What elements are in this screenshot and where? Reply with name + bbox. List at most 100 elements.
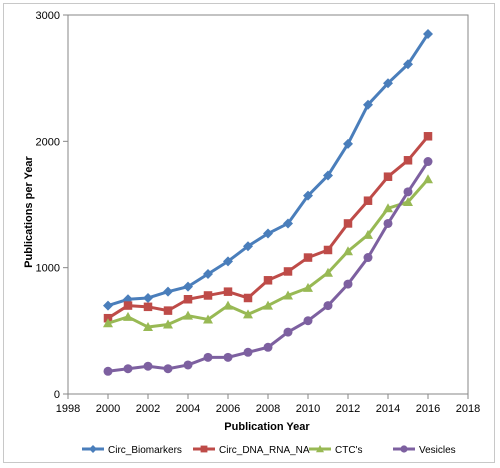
data-point: [303, 253, 313, 262]
data-point: [163, 319, 173, 329]
data-point: [283, 290, 293, 300]
data-point: [403, 156, 413, 165]
x-tick-label: 2006: [216, 403, 240, 415]
data-point: [103, 313, 113, 323]
data-point: [403, 187, 413, 197]
data-point: [263, 228, 273, 239]
data-point: [263, 342, 273, 352]
x-tick-label: 2002: [136, 403, 160, 415]
data-point: [303, 190, 313, 201]
data-point: [103, 366, 113, 376]
data-point: [143, 292, 153, 303]
data-point: [223, 352, 233, 362]
x-tick-label: 2014: [376, 403, 400, 415]
x-tick-label: 2016: [416, 403, 440, 415]
data-point: [303, 316, 313, 326]
x-axis-ticks: 1998 2000 2002 2004 2006 2008 2010 2012 2014 2016…: [56, 394, 480, 415]
data-point: [343, 138, 353, 149]
data-point: [143, 322, 153, 332]
data-point: [323, 301, 333, 311]
data-point: [203, 352, 213, 362]
data-point: [243, 309, 253, 319]
data-point: [423, 174, 433, 184]
data-point: [183, 281, 193, 292]
data-point: [203, 314, 213, 324]
x-tick-label: 1998: [56, 403, 80, 415]
data-point: [423, 157, 433, 167]
legend-label: Vesicles: [419, 445, 456, 456]
data-point: [363, 196, 373, 205]
data-point: [143, 361, 153, 371]
y-axis-ticks: 0 1000 2000 3000: [36, 10, 68, 401]
legend-label: Circ_DNA_RNA_NA: [219, 445, 310, 456]
data-point: [163, 286, 173, 297]
data-point: [343, 219, 353, 228]
data-point: [283, 327, 293, 337]
data-point: [283, 218, 293, 229]
data-point: [403, 196, 413, 206]
data-point: [243, 347, 253, 357]
x-tick-label: 2010: [296, 403, 320, 415]
x-tick-label: 2008: [256, 403, 280, 415]
data-point: [163, 364, 173, 374]
data-point: [123, 364, 133, 374]
legend-marker: [200, 445, 208, 453]
data-point: [423, 28, 433, 39]
data-point: [383, 172, 393, 181]
data-point: [223, 287, 233, 296]
data-point: [263, 300, 273, 310]
data-point: [323, 267, 333, 277]
data-point: [343, 279, 353, 289]
data-point: [423, 132, 433, 141]
data-point: [303, 282, 313, 292]
data-point: [223, 300, 233, 310]
data-point: [323, 170, 333, 181]
data-point: [403, 59, 413, 70]
data-point: [383, 203, 393, 213]
legend: Circ_Biomarkers Circ_DNA_RNA_NA CTC's Vesic…: [82, 445, 456, 456]
data-point: [263, 276, 273, 285]
x-tick-label: 2018: [456, 403, 480, 415]
y-tick-label: 1000: [36, 263, 60, 275]
data-point: [223, 256, 233, 267]
series-3: [103, 157, 433, 376]
y-axis-title: Publications per Year: [23, 155, 35, 267]
legend-label: CTC's: [335, 445, 362, 456]
data-point: [183, 310, 193, 320]
data-point: [323, 245, 333, 255]
data-point: [243, 293, 253, 303]
data-point: [363, 253, 373, 263]
series-layer: [103, 28, 433, 376]
legend-label: Circ_Biomarkers: [108, 445, 182, 456]
x-tick-label: 2000: [96, 403, 120, 415]
series-0: [103, 28, 433, 311]
data-point: [383, 78, 393, 89]
data-point: [183, 295, 193, 304]
series-2: [103, 174, 433, 332]
data-point: [203, 291, 213, 300]
legend-marker: [89, 445, 97, 453]
x-tick-label: 2004: [176, 403, 200, 415]
series-1: [103, 132, 433, 323]
data-point: [283, 267, 293, 276]
data-point: [143, 302, 153, 312]
data-point: [363, 99, 373, 110]
data-point: [203, 268, 213, 279]
data-point: [123, 311, 133, 321]
y-tick-label: 0: [54, 389, 60, 401]
y-tick-label: 3000: [36, 10, 60, 22]
y-tick-label: 2000: [36, 136, 60, 148]
data-point: [183, 360, 193, 370]
x-axis-title: Publication Year: [224, 421, 310, 433]
data-point: [363, 229, 373, 239]
data-point: [103, 300, 113, 311]
data-point: [123, 301, 133, 310]
legend-marker: [400, 445, 408, 453]
data-point: [383, 218, 393, 228]
data-point: [103, 318, 113, 328]
data-point: [343, 246, 353, 256]
data-point: [243, 241, 253, 252]
legend-marker: [316, 445, 324, 453]
data-point: [163, 306, 173, 315]
